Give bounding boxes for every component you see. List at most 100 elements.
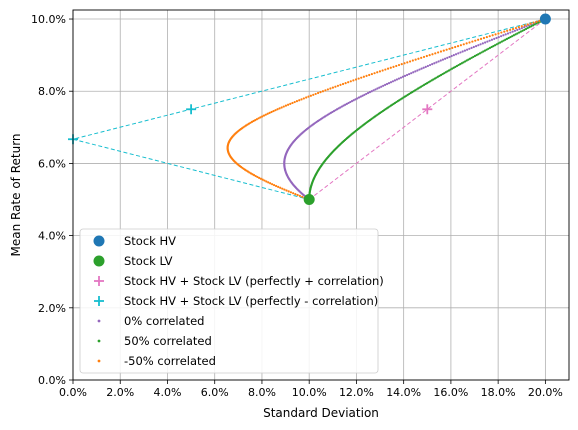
portfolio-dot xyxy=(500,40,503,43)
correlation-dashed-line xyxy=(308,18,546,200)
portfolio-dot xyxy=(347,101,350,105)
portfolio-dot xyxy=(279,186,282,189)
portfolio-dot xyxy=(420,67,423,70)
portfolio-dot xyxy=(535,20,538,23)
portfolio-dot xyxy=(349,80,352,83)
x-tick-label: 0.0% xyxy=(59,386,87,399)
portfolio-dot xyxy=(444,57,447,60)
portfolio-dot xyxy=(285,189,288,192)
portfolio-dot xyxy=(374,88,377,91)
x-axis-label: Standard Deviation xyxy=(263,406,379,420)
portfolio-dot xyxy=(319,91,322,94)
portfolio-dot xyxy=(300,98,303,101)
y-tick-label: 10.0% xyxy=(31,13,66,26)
portfolio-dot xyxy=(526,23,529,26)
portfolio-dot xyxy=(309,94,312,97)
x-tick-label: 18.0% xyxy=(481,386,516,399)
legend-label: 50% correlated xyxy=(124,334,212,348)
portfolio-dot xyxy=(257,117,260,120)
portfolio-dot xyxy=(487,47,490,50)
portfolio-dot xyxy=(454,65,457,68)
portfolio-dot xyxy=(472,45,475,49)
portfolio-dot xyxy=(381,69,384,72)
portfolio-dot xyxy=(431,63,434,66)
y-tick-label: 6.0% xyxy=(38,157,66,170)
portfolio-dot xyxy=(335,108,339,111)
asset-marker xyxy=(539,13,551,25)
portfolio-dot xyxy=(382,84,385,87)
portfolio-dot xyxy=(312,93,315,96)
portfolio-dot xyxy=(365,92,368,96)
portfolio-dot xyxy=(255,118,258,121)
portfolio-dot xyxy=(345,102,348,105)
portfolio-dot xyxy=(486,40,489,43)
portfolio-dot xyxy=(366,91,370,95)
portfolio-dot xyxy=(525,25,528,28)
portfolio-dot xyxy=(502,39,505,42)
portfolio-dot xyxy=(488,35,491,38)
portfolio-dot xyxy=(408,72,411,76)
legend-box xyxy=(79,228,379,374)
portfolio-dot xyxy=(422,55,426,59)
portfolio-dot xyxy=(428,63,432,67)
legend-label: Stock HV + Stock LV (perfectly - correla… xyxy=(124,294,378,308)
portfolio-dot xyxy=(528,26,531,29)
legend-label: Stock LV xyxy=(124,254,173,268)
portfolio-dot xyxy=(513,29,517,32)
portfolio-dot xyxy=(483,49,487,52)
portfolio-dot xyxy=(530,25,533,28)
portfolio-dot xyxy=(356,97,359,100)
portfolio-dot xyxy=(384,83,387,87)
portfolio-dot xyxy=(254,118,257,122)
portfolio-dot xyxy=(341,82,345,86)
portfolio-dot xyxy=(516,32,519,35)
portfolio-dot xyxy=(446,56,449,59)
portfolio-dot xyxy=(479,37,483,40)
x-tick-label: 12.0% xyxy=(339,386,374,399)
portfolio-dot xyxy=(418,68,421,71)
portfolio-dot xyxy=(254,174,257,178)
y-axis-label: Mean Rate of Return xyxy=(9,133,23,256)
portfolio-dot xyxy=(535,22,538,25)
portfolio-dot xyxy=(497,32,500,35)
portfolio-dot xyxy=(503,30,506,33)
portfolio-dot xyxy=(326,88,329,91)
x-tick-label: 6.0% xyxy=(201,386,229,399)
portfolio-dot xyxy=(276,108,279,111)
portfolio-dot xyxy=(442,49,445,52)
portfolio-dot xyxy=(448,47,451,50)
portfolio-dot xyxy=(477,53,480,56)
portfolio-dot xyxy=(378,86,381,89)
portfolio-dot xyxy=(252,119,255,123)
portfolio-dot xyxy=(417,57,420,60)
portfolio-dot xyxy=(445,48,448,51)
portfolio-dot xyxy=(350,100,354,103)
portfolio-dot xyxy=(509,31,512,34)
portfolio-dot xyxy=(517,26,521,29)
x-tick-label: 4.0% xyxy=(153,386,181,399)
portfolio-dot xyxy=(410,72,413,75)
x-tick-label: 10.0% xyxy=(292,386,327,399)
x-tick-label: 2.0% xyxy=(106,386,134,399)
portfolio-dot xyxy=(478,52,482,55)
portfolio-dot xyxy=(376,71,379,74)
portfolio-dot xyxy=(359,95,362,98)
portfolio-dot xyxy=(520,25,523,28)
portfolio-dot xyxy=(506,29,509,32)
portfolio-dot xyxy=(361,94,364,97)
portfolio-dot xyxy=(272,183,276,187)
portfolio-dot xyxy=(439,50,443,53)
portfolio-dot xyxy=(494,33,497,36)
portfolio-dot xyxy=(289,102,292,105)
portfolio-dot xyxy=(437,51,440,54)
x-tick-label: 14.0% xyxy=(386,386,421,399)
portfolio-dot xyxy=(282,105,285,108)
portfolio-dot xyxy=(362,75,365,78)
portfolio-dot xyxy=(301,195,304,198)
portfolio-dot xyxy=(451,46,454,50)
portfolio-dot xyxy=(336,84,340,87)
portfolio-dot xyxy=(479,43,482,46)
portfolio-dot xyxy=(399,76,403,79)
portfolio-dot xyxy=(397,63,401,67)
portfolio-dot xyxy=(268,111,271,114)
